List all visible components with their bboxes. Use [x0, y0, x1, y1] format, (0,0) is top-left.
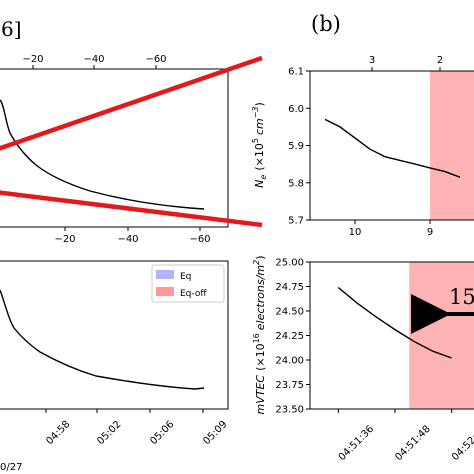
ne-top-tick-label: 2	[437, 55, 443, 66]
left-bottom-date-fragment: 0/27	[0, 462, 22, 473]
left-bottom-axes-frame	[0, 260, 229, 410]
ne-x-tick-label: 10	[349, 227, 362, 238]
mvtec-x-tick-label: 04:51:48	[393, 424, 433, 464]
ne-y-tick-label: 5.9	[288, 141, 304, 152]
left-bottom-x-tick-label: 04:58	[44, 419, 72, 447]
legend: Eq Eq-off	[151, 264, 225, 303]
eq-off-shaded-region-top	[430, 71, 474, 220]
annotation-text: 15	[449, 285, 474, 309]
ylabel-times-ten: (×10	[253, 143, 266, 171]
ne-y-tick-label: 5.8	[288, 178, 304, 189]
ylabel-e-subscript: e	[259, 175, 268, 180]
ylabel-exp-minus3: −3	[251, 106, 260, 118]
ylabel-close-paren: )	[254, 255, 267, 259]
mvtec-series-line	[337, 286, 452, 359]
ylabel-mvtec: mVTEC	[254, 375, 267, 415]
left-bottom-curve	[0, 289, 205, 390]
mvtec-x-tick-label: 04:51:36	[337, 424, 377, 464]
left-top-curve	[0, 99, 205, 210]
ylabel-exp-5: 5	[251, 138, 260, 143]
ne-y-tick-label: 6.0	[288, 104, 304, 115]
red-line-lower	[0, 190, 263, 228]
right-bottom-panel: 25.00 24.75 24.50 24.25 24.00 23.75 23.50 04:5…	[252, 255, 474, 463]
right-top-panel: 6.1 6.0 5.9 5.8 5.7 10 9 3 2 Ne (×105 cm−3)	[251, 55, 474, 238]
left-top-panel: 6] −20 −40 −60 −20 −40 −60	[0, 17, 263, 245]
right-bottom-ylabel: mVTEC (×1016 electrons/m2)	[252, 255, 267, 414]
ylabel-cm: cm	[253, 118, 266, 135]
left-bottom-x-tick-label: 05:02	[95, 419, 123, 447]
left-bottom-x-ticks: 04:58 05:02 05:06 05:09	[44, 409, 230, 447]
ylabel-times-ten: (×10	[254, 343, 267, 371]
ylabel-n: N	[253, 180, 266, 188]
mvtec-y-tick-label: 23.75	[275, 380, 304, 391]
left-top-bottom-tick-label: −40	[117, 234, 138, 245]
left-top-top-tick-label: −40	[83, 54, 104, 65]
legend-swatch-eq-off	[156, 287, 174, 296]
mvtec-x-tick-label: 04:52:0	[450, 428, 474, 463]
panel-label-b: (b)	[311, 12, 341, 36]
ylabel-electrons: electrons/m	[254, 265, 267, 330]
legend-label-eq-off: Eq-off	[180, 289, 207, 299]
eq-off-shaded-region-bottom	[409, 262, 474, 409]
right-top-ylabel: Ne (×105 cm−3)	[251, 102, 268, 188]
mvtec-y-tick-label: 24.50	[275, 307, 304, 318]
left-bottom-panel: Eq Eq-off 04:58 05:02 05:06 05:09 0/27	[0, 260, 230, 473]
legend-label-eq: Eq	[180, 272, 191, 282]
red-line-upper	[0, 55, 263, 151]
left-top-bottom-tick-label: −20	[54, 234, 75, 245]
ylabel-exp-2: 2	[252, 260, 261, 265]
left-bottom-x-tick-label: 05:06	[148, 419, 176, 447]
ne-x-tick-label: 9	[427, 227, 433, 238]
mvtec-y-tick-label: 23.50	[275, 405, 304, 416]
ne-y-tick-label: 5.7	[288, 216, 304, 227]
legend-swatch-eq	[156, 270, 174, 279]
ne-series-line	[324, 118, 461, 178]
mvtec-y-tick-label: 24.00	[275, 356, 304, 367]
left-bottom-x-tick-label: 05:09	[201, 419, 229, 447]
ylabel-close-paren: )	[253, 102, 266, 106]
mvtec-y-tick-label: 24.25	[275, 331, 304, 342]
mvtec-y-tick-label: 24.75	[275, 282, 304, 293]
ylabel-exp-16: 16	[252, 333, 261, 343]
ne-y-tick-label: 6.1	[288, 67, 304, 78]
left-top-top-tick-label: −60	[145, 54, 166, 65]
left-top-top-tick-label: −20	[22, 54, 43, 65]
left-top-bottom-tick-label: −60	[189, 234, 210, 245]
left-top-axes-frame	[0, 68, 229, 228]
ne-top-tick-label: 3	[369, 55, 375, 66]
left-panel-header-fragment: 6]	[1, 17, 22, 41]
mvtec-y-tick-label: 25.00	[275, 258, 304, 269]
